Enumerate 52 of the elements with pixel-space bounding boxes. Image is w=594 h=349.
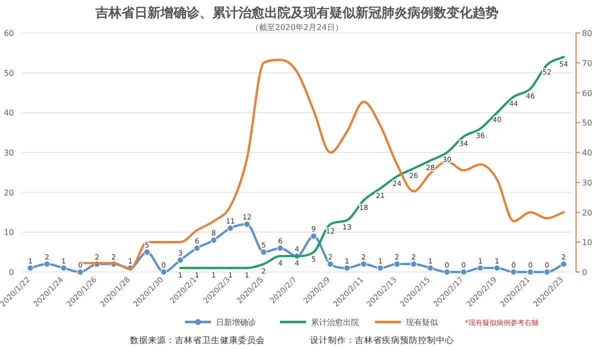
y2-tick-label: 40 (582, 148, 592, 158)
y2-tick-label: 0 (582, 268, 588, 277)
y2-tick-label: 80 (582, 29, 592, 38)
chart-subtitle: （截至2020年2月24日） (251, 23, 343, 32)
point (460, 268, 467, 276)
point (477, 264, 484, 272)
point (544, 268, 550, 276)
point (560, 260, 567, 268)
point (177, 256, 184, 264)
point (444, 268, 450, 276)
y2-tick-label: 20 (582, 208, 592, 218)
y-tick-label: 50 (4, 68, 14, 78)
point (527, 268, 534, 276)
point (160, 268, 167, 276)
y2-tick-label: 70 (582, 58, 592, 68)
point (277, 244, 284, 252)
legend-label: 日新增确诊 (216, 318, 256, 327)
point (77, 268, 84, 276)
text: 设计制作：吉林省疾病预防控制中心 (310, 335, 454, 346)
y-tick-label: 30 (4, 148, 14, 158)
y2-tick-label: 30 (582, 178, 592, 188)
y-tick-label: 60 (4, 29, 14, 38)
legend-label: 累计治愈出院 (311, 318, 359, 327)
point (60, 264, 67, 272)
point (360, 260, 367, 268)
y-tick-label: 0 (8, 268, 14, 277)
point (260, 248, 267, 256)
point (410, 260, 417, 268)
point (44, 260, 50, 268)
point (344, 264, 350, 272)
y-tick-label: 20 (4, 188, 14, 198)
point (310, 232, 317, 240)
point (327, 260, 334, 268)
legend-label: 现有疑似 (406, 318, 439, 327)
source-note: 数据来源：吉林省卫生健康委员会 (130, 335, 265, 346)
point (494, 264, 500, 272)
point (144, 248, 150, 256)
point (244, 220, 250, 228)
point (27, 264, 34, 272)
y-tick-label: 40 (4, 108, 14, 118)
y2-tick-label: 50 (582, 118, 592, 128)
point (394, 260, 400, 268)
y2-tick-label: 10 (582, 238, 592, 248)
point (210, 236, 217, 244)
point (427, 264, 434, 272)
y-tick-label: 10 (4, 228, 14, 238)
y2-tick-label: 60 (582, 88, 592, 98)
point (377, 264, 384, 272)
point (194, 244, 200, 252)
point (510, 268, 517, 276)
chart-title: 吉林省日新增确诊、累计治愈出院及现有疑似新冠肺炎病例数变化趋势 (94, 5, 498, 21)
point (227, 224, 234, 232)
